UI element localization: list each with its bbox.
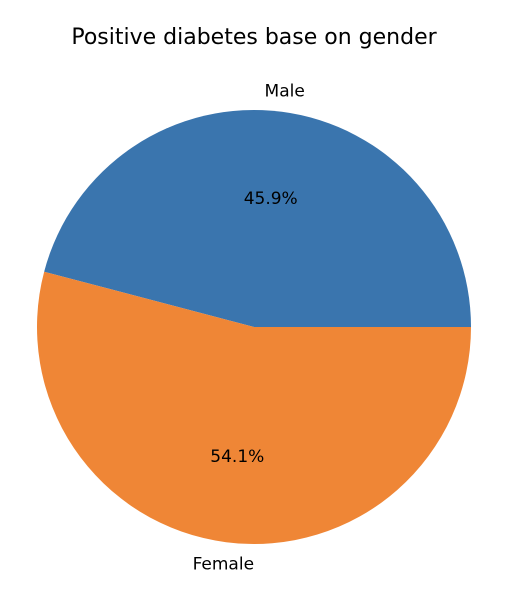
pie-slice-male	[44, 109, 472, 327]
slice-label-male: Male	[265, 81, 305, 101]
chart-title: Positive diabetes base on gender	[71, 25, 437, 50]
pie-slice-female	[36, 271, 472, 544]
pie-slices	[36, 109, 472, 544]
pie-labels: Male 45.9% Female 54.1%	[193, 81, 305, 574]
slice-label-female: Female	[193, 555, 254, 575]
slice-percent-male: 45.9%	[244, 189, 298, 209]
slice-percent-female: 54.1%	[210, 447, 264, 467]
